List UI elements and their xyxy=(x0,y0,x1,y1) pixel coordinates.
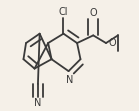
Text: O: O xyxy=(90,8,98,18)
Text: Cl: Cl xyxy=(59,7,68,17)
Text: N: N xyxy=(66,75,73,85)
Text: O: O xyxy=(109,38,116,48)
Text: N: N xyxy=(34,98,42,108)
